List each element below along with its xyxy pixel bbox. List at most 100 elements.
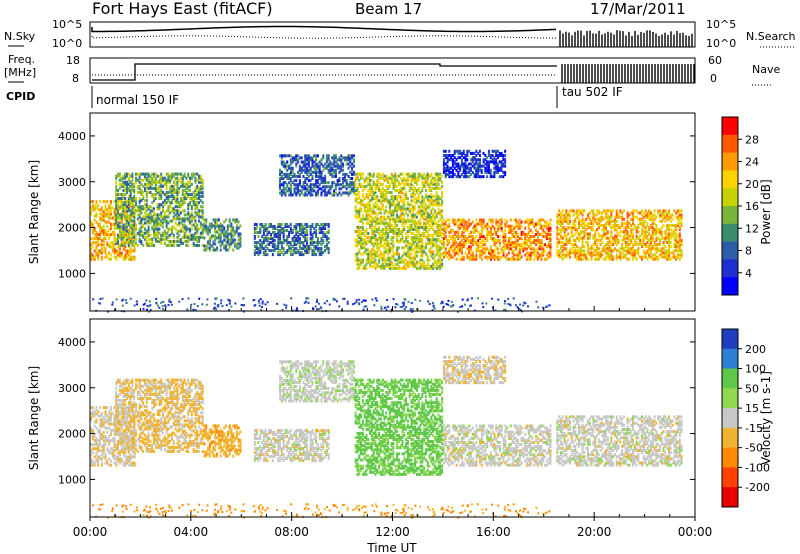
- power-pixel: [390, 248, 393, 252]
- power-pixel: [475, 249, 478, 253]
- power-pixel: [307, 247, 310, 251]
- power-pixel: [279, 233, 282, 237]
- power-pixel: [403, 213, 406, 217]
- power-pixel: [417, 174, 420, 178]
- power-pixel: [194, 186, 197, 190]
- power-pixel: [430, 238, 433, 242]
- power-pixel: [156, 215, 159, 219]
- power-pixel: [433, 264, 436, 268]
- power-pixel: [423, 197, 426, 201]
- power-pixel: [489, 226, 492, 230]
- power-pixel: [309, 183, 312, 187]
- power-pixel: [118, 192, 121, 196]
- power-pixel: [304, 181, 307, 185]
- power-pixel: [387, 215, 390, 219]
- power-pixel: [336, 193, 339, 197]
- power-pixel: [327, 170, 330, 174]
- power-pixel: [388, 264, 391, 268]
- power-pixel: [298, 168, 301, 172]
- power-pixel: [388, 246, 391, 250]
- power-pixel: [396, 174, 399, 178]
- power-pixel: [594, 242, 597, 246]
- power-pixel: [482, 239, 485, 243]
- power-pixel: [345, 191, 348, 195]
- power-pixel: [172, 172, 175, 176]
- power-pixel: [504, 234, 507, 238]
- power-pixel: [219, 236, 222, 240]
- power-pixel: [480, 249, 483, 253]
- power-pixel: [318, 253, 321, 257]
- power-pixel: [415, 229, 418, 233]
- power-pixel: [464, 164, 467, 168]
- power-pixel: [158, 195, 161, 199]
- power-pixel: [374, 234, 377, 238]
- power-pixel: [397, 229, 400, 233]
- power-pixel: [507, 239, 510, 243]
- power-pixel: [135, 233, 138, 237]
- power-pixel: [289, 166, 292, 170]
- power-pixel: [360, 260, 363, 264]
- power-pixel: [108, 228, 111, 232]
- power-pixel: [489, 220, 492, 224]
- power-pixel: [486, 162, 489, 166]
- power-pixel: [109, 212, 112, 216]
- power-pixel: [410, 211, 413, 215]
- power-pixel: [307, 225, 310, 229]
- power-pixel: [385, 248, 388, 252]
- power-pixel: [493, 173, 496, 177]
- power-pixel: [361, 203, 364, 207]
- power-pixel: [439, 209, 442, 213]
- power-pixel: [117, 235, 120, 239]
- power-pixel: [129, 209, 132, 213]
- power-pixel: [360, 182, 363, 186]
- power-pixel: [390, 174, 393, 178]
- power-pixel: [480, 253, 483, 257]
- power-pixel: [381, 195, 384, 199]
- power-pixel: [475, 166, 478, 170]
- power-pixel: [187, 195, 190, 199]
- power-pixel: [441, 193, 444, 197]
- power-pixel: [311, 241, 314, 245]
- power-pixel: [506, 247, 509, 251]
- power-pixel: [340, 164, 343, 168]
- power-pixel: [383, 178, 386, 182]
- power-pixel: [473, 239, 476, 243]
- power-pixel: [117, 211, 120, 215]
- power-pixel: [181, 199, 184, 203]
- power-pixel: [579, 249, 582, 253]
- power-pixel: [334, 174, 337, 178]
- power-pixel: [126, 209, 129, 213]
- power-pixel: [324, 249, 327, 253]
- power-pixel: [295, 179, 298, 183]
- beam-label: Beam 17: [355, 0, 422, 18]
- power-pixel: [180, 197, 183, 201]
- power-pixel: [327, 251, 330, 255]
- power-pixel: [295, 251, 298, 255]
- power-pixel: [217, 224, 220, 228]
- power-pixel: [151, 201, 154, 205]
- power-pixel: [394, 182, 397, 186]
- power-pixel: [563, 234, 566, 238]
- power-pixel: [316, 162, 319, 166]
- power-pixel: [300, 156, 303, 160]
- power-pixel: [460, 151, 463, 155]
- power-pixel: [540, 253, 543, 257]
- power-pixel: [455, 230, 458, 234]
- power-pixel: [279, 249, 282, 253]
- power-pixel: [468, 234, 471, 238]
- power-pixel: [167, 243, 170, 247]
- power-pixel: [466, 175, 469, 179]
- power-pixel: [189, 227, 192, 231]
- power-pixel: [190, 219, 193, 223]
- power-pixel: [205, 228, 208, 232]
- power-pixel: [138, 174, 141, 178]
- power-pixel: [181, 190, 184, 194]
- power-pixel: [529, 247, 532, 251]
- power-pixel: [347, 183, 350, 187]
- power-pixel: [410, 219, 413, 223]
- power-pixel: [144, 217, 147, 221]
- power-pixel: [183, 197, 186, 201]
- power-pixel: [307, 191, 310, 195]
- power-pixel: [408, 207, 411, 211]
- power-pixel: [453, 241, 456, 245]
